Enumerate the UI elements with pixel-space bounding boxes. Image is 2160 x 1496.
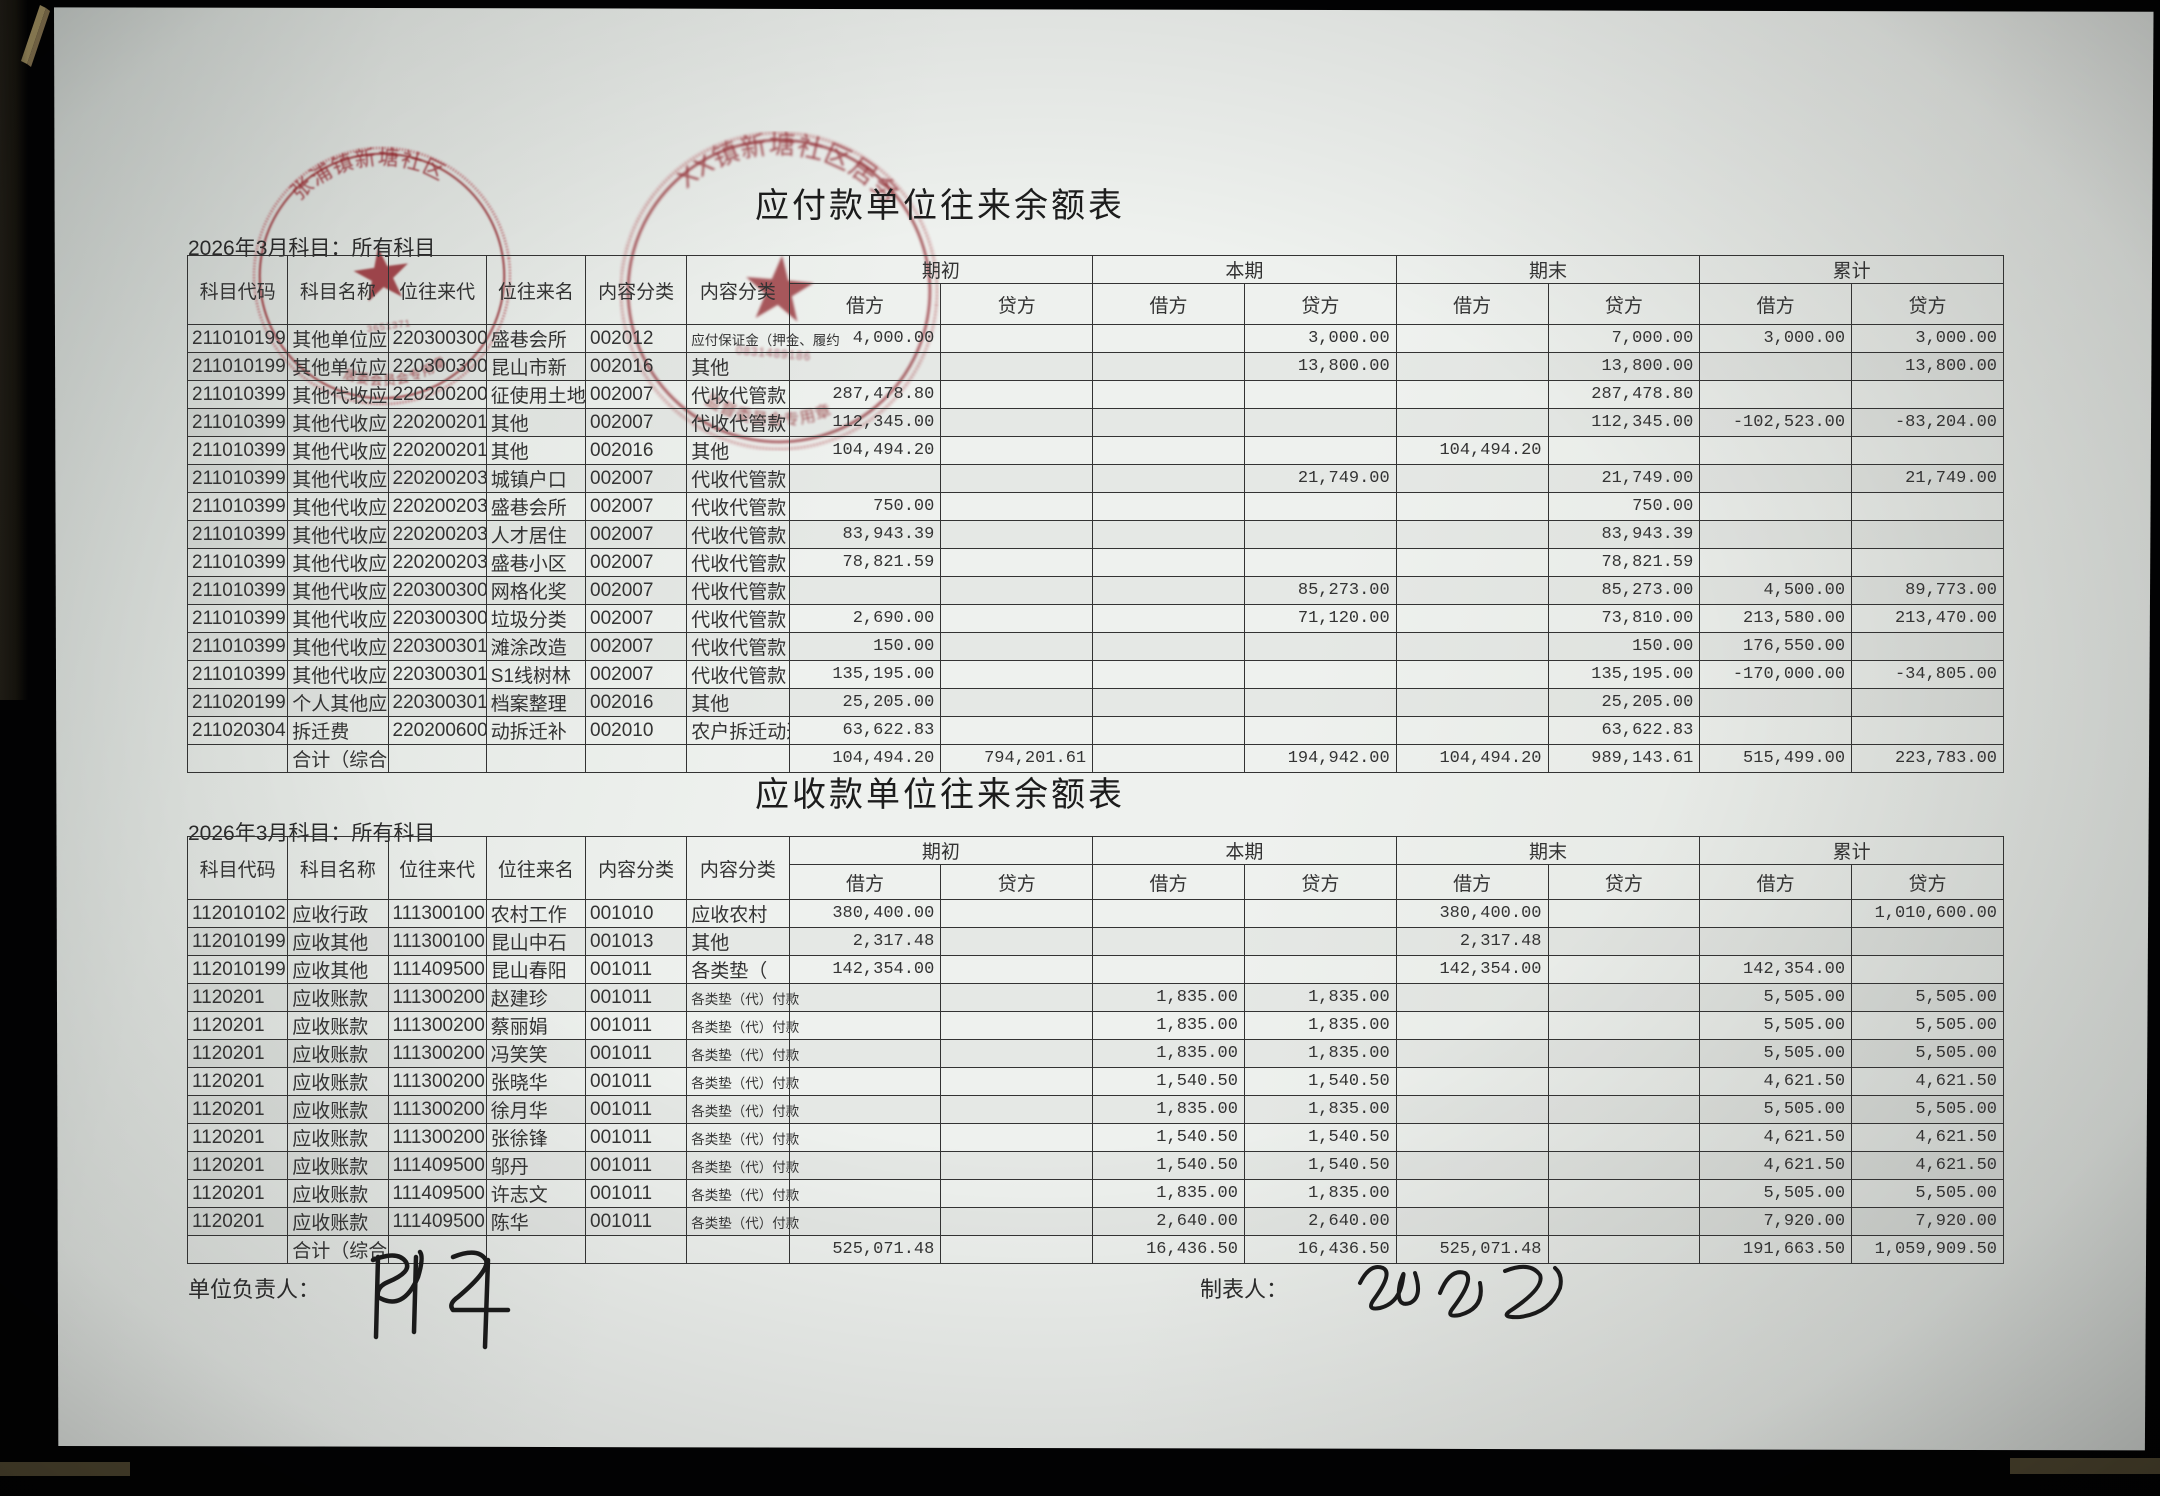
svg-text:张浦镇新塘社区: 张浦镇新塘社区 — [283, 146, 452, 206]
